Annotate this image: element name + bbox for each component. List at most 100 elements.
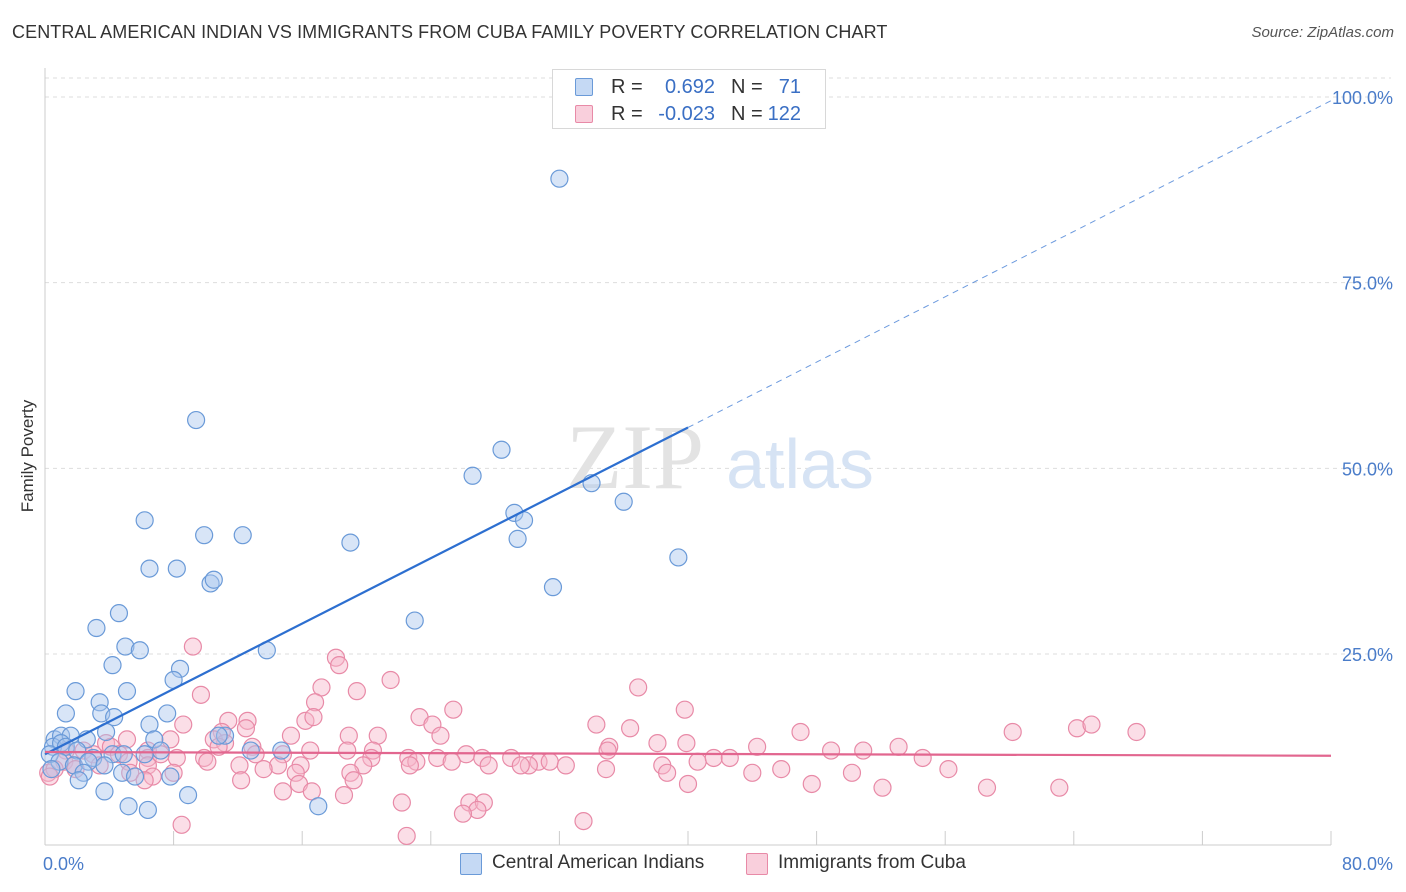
point-immigrant-from-cuba — [1127, 722, 1146, 742]
axis-layer — [44, 68, 1332, 846]
point-central-american-indian — [87, 618, 106, 638]
point-central-american-indian — [463, 466, 482, 485]
grid-layer — [45, 77, 1391, 655]
point-immigrant-from-cuba — [842, 763, 862, 782]
point-immigrant-from-cuba — [540, 752, 559, 771]
point-immigrant-from-cuba — [400, 756, 420, 775]
point-immigrant-from-cuba — [772, 760, 791, 779]
stats-row-pink: R = -0.023 N = 122 — [553, 101, 825, 127]
point-immigrant-from-cuba — [821, 741, 841, 760]
point-central-american-indian — [158, 704, 177, 723]
point-central-american-indian — [167, 559, 186, 578]
point-central-american-indian — [209, 726, 228, 745]
point-immigrant-from-cuba — [453, 804, 473, 823]
y-tick-label: 50.0% — [1342, 459, 1393, 479]
point-central-american-indian — [233, 526, 252, 545]
tick-labels: 25.0% 50.0% 75.0% 100.0% 0.0% 80.0% — [43, 88, 1393, 874]
watermark: ZIP atlas — [566, 406, 874, 508]
point-immigrant-from-cuba — [658, 763, 677, 782]
point-immigrant-from-cuba — [677, 734, 696, 753]
point-central-american-indian — [492, 440, 511, 459]
point-immigrant-from-cuba — [1082, 715, 1101, 734]
point-central-american-indian — [145, 730, 164, 749]
point-immigrant-from-cuba — [468, 800, 487, 820]
point-central-american-indian — [95, 756, 114, 775]
point-immigrant-from-cuba — [392, 793, 411, 812]
point-central-american-indian — [95, 782, 114, 801]
point-immigrant-from-cuba — [442, 752, 461, 771]
point-central-american-indian — [69, 771, 88, 790]
point-immigrant-from-cuba — [802, 774, 821, 794]
point-immigrant-from-cuba — [913, 748, 932, 768]
point-immigrant-from-cuba — [219, 711, 238, 730]
y-tick-label: 25.0% — [1342, 645, 1393, 665]
point-central-american-indian — [140, 559, 159, 578]
point-immigrant-from-cuba — [444, 700, 463, 719]
point-central-american-indian — [550, 169, 569, 188]
point-central-american-indian — [117, 682, 137, 701]
point-immigrant-from-cuba — [286, 763, 305, 782]
point-central-american-indian — [614, 492, 633, 511]
point-immigrant-from-cuba — [720, 748, 739, 768]
point-central-american-indian — [103, 656, 122, 675]
point-immigrant-from-cuba — [977, 778, 997, 797]
point-immigrant-from-cuba — [135, 771, 154, 790]
point-immigrant-from-cuba — [167, 748, 186, 768]
point-immigrant-from-cuba — [474, 793, 493, 812]
point-immigrant-from-cuba — [191, 685, 211, 704]
point-immigrant-from-cuba — [198, 752, 217, 771]
pink-swatch — [575, 105, 593, 123]
point-immigrant-from-cuba — [268, 756, 288, 775]
point-central-american-indian — [68, 741, 87, 760]
point-central-american-indian — [272, 741, 291, 760]
point-central-american-indian — [195, 526, 214, 545]
series-immigrants-from-cuba — [39, 637, 1146, 846]
blue-swatch — [460, 853, 482, 875]
r-label: R = — [611, 76, 643, 98]
x-tick-label-max: 80.0% — [1342, 854, 1393, 874]
point-immigrant-from-cuba — [174, 715, 193, 734]
legend-label: Central American Indians — [492, 852, 705, 873]
point-immigrant-from-cuba — [230, 756, 249, 775]
legend-label: Immigrants from Cuba — [778, 852, 966, 873]
point-immigrant-from-cuba — [587, 715, 606, 734]
n-value: 71 — [778, 76, 801, 98]
point-immigrant-from-cuba — [939, 760, 958, 779]
point-immigrant-from-cuba — [431, 726, 450, 745]
point-immigrant-from-cuba — [621, 719, 640, 738]
point-immigrant-from-cuba — [743, 763, 762, 782]
point-immigrant-from-cuba — [1067, 719, 1087, 738]
point-immigrant-from-cuba — [347, 682, 366, 701]
point-immigrant-from-cuba — [305, 693, 325, 712]
point-central-american-indian — [508, 529, 527, 548]
point-immigrant-from-cuba — [281, 726, 301, 745]
r-value: 0.692 — [664, 76, 715, 98]
point-central-american-indian — [215, 726, 235, 745]
point-central-american-indian — [241, 741, 260, 760]
trend-lines — [44, 100, 1332, 757]
point-central-american-indian — [187, 410, 206, 430]
point-central-american-indian — [405, 611, 424, 630]
trend-line-blue — [44, 426, 689, 756]
point-central-american-indian — [161, 767, 180, 786]
n-label: N = — [731, 76, 763, 98]
point-immigrant-from-cuba — [381, 670, 400, 690]
point-central-american-indian — [114, 745, 133, 764]
point-immigrant-from-cuba — [791, 722, 810, 742]
point-central-american-indian — [543, 578, 563, 597]
point-immigrant-from-cuba — [344, 771, 363, 790]
point-immigrant-from-cuba — [511, 756, 530, 775]
trend-line-pink — [44, 750, 1332, 757]
watermark-atlas: atlas — [726, 425, 874, 503]
point-immigrant-from-cuba — [172, 815, 191, 834]
point-immigrant-from-cuba — [873, 778, 892, 797]
r-label: R = — [611, 103, 643, 125]
point-immigrant-from-cuba — [688, 752, 707, 771]
point-central-american-indian — [138, 800, 157, 820]
chart-title: CENTRAL AMERICAN INDIAN VS IMMIGRANTS FR… — [12, 22, 888, 42]
point-central-american-indian — [130, 641, 149, 660]
point-central-american-indian — [170, 659, 190, 678]
point-central-american-indian — [135, 745, 154, 764]
point-immigrant-from-cuba — [363, 741, 383, 760]
